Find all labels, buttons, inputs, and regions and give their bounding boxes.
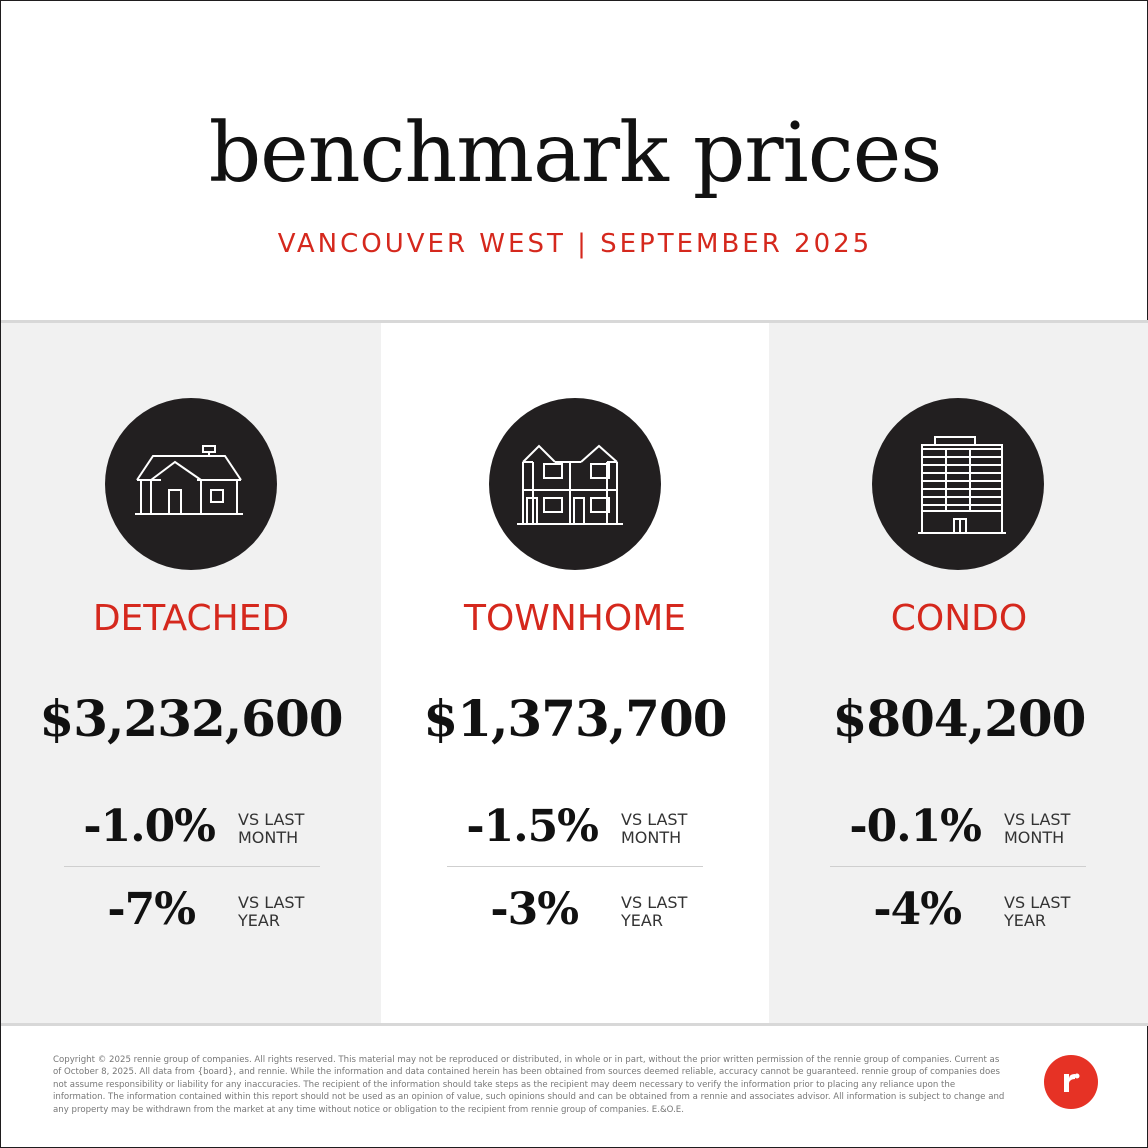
year-change: -7% [107,884,196,935]
month-change-label: VS LAST MONTH [1004,811,1124,847]
type-label: CONDO [890,598,1028,639]
month-label-line-2: MONTH [238,828,299,847]
header: benchmark prices VANCOUVER WEST | SEPTEM… [1,1,1148,323]
year-change: -4% [873,884,962,935]
townhome-icon [489,398,661,570]
page-subtitle: VANCOUVER WEST | SEPTEMBER 2025 [277,229,873,259]
header-divider [1,320,1148,323]
benchmark-price: $3,232,600 [39,689,343,748]
month-change: -0.1% [849,801,982,852]
year-label-line-1: VS LAST [621,893,688,912]
price-columns: DETACHED $3,232,600 -1.0% VS LAST MONTH … [1,323,1148,1025]
month-label-line-1: VS LAST [621,810,688,829]
detached-house-icon [105,398,277,570]
type-label: DETACHED [92,598,290,639]
month-change: -1.5% [466,801,599,852]
month-change: -1.0% [83,801,216,852]
month-label-line-1: VS LAST [238,810,305,829]
year-label-line-1: VS LAST [238,893,305,912]
year-change: -3% [490,884,579,935]
detached-column: DETACHED $3,232,600 -1.0% VS LAST MONTH … [1,323,381,1025]
condo-column: CONDO $804,200 -0.1% VS LAST MONTH -4% V… [769,323,1148,1025]
disclaimer-text: Copyright © 2025 rennie group of compani… [53,1055,1005,1115]
page-title: benchmark prices [208,106,943,201]
stat-divider [64,866,320,867]
footer-divider [1,1023,1148,1026]
year-label-line-2: YEAR [238,911,280,930]
benchmark-price: $1,373,700 [423,689,727,748]
year-label-line-2: YEAR [621,911,663,930]
townhome-column: TOWNHOME $1,373,700 -1.5% VS LAST MONTH … [381,323,769,1025]
benchmark-price: $804,200 [832,689,1087,748]
year-change-label: VS LAST YEAR [238,894,358,930]
month-change-label: VS LAST MONTH [238,811,358,847]
month-change-label: VS LAST MONTH [621,811,741,847]
year-label-line-1: VS LAST [1004,893,1071,912]
rennie-logo-icon [1044,1055,1098,1109]
stat-divider [447,866,703,867]
month-label-line-2: MONTH [621,828,682,847]
year-label-line-2: YEAR [1004,911,1046,930]
month-label-line-1: VS LAST [1004,810,1071,829]
type-label: TOWNHOME [463,598,687,639]
stat-divider [830,866,1086,867]
condo-building-icon [872,398,1044,570]
year-change-label: VS LAST YEAR [621,894,741,930]
month-label-line-2: MONTH [1004,828,1065,847]
year-change-label: VS LAST YEAR [1004,894,1124,930]
